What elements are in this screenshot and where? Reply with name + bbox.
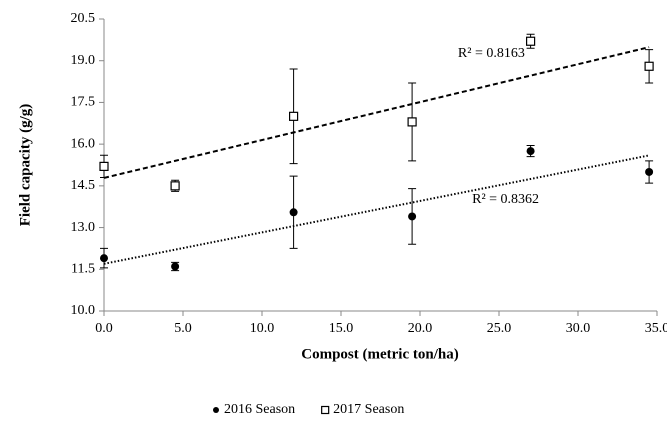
y-tick-label: 14.5 xyxy=(71,178,96,193)
legend-marker xyxy=(213,407,219,413)
x-tick-label: 0.0 xyxy=(95,321,113,336)
point xyxy=(170,181,180,191)
point xyxy=(289,208,298,217)
y-tick-label: 16.0 xyxy=(71,136,96,151)
x-tick-label: 5.0 xyxy=(174,321,192,336)
point xyxy=(526,147,535,156)
point xyxy=(99,161,109,171)
point xyxy=(644,61,654,71)
x-tick-label: 20.0 xyxy=(408,321,433,336)
annotation: R² = 0.8163 xyxy=(458,46,525,61)
trendline xyxy=(103,46,650,179)
point xyxy=(171,262,180,271)
x-tick-label: 25.0 xyxy=(487,321,512,336)
point xyxy=(407,117,417,127)
x-tick-label: 30.0 xyxy=(566,321,591,336)
point xyxy=(408,212,417,221)
x-tick-label: 10.0 xyxy=(250,321,275,336)
y-tick-label: 20.5 xyxy=(71,11,96,26)
x-tick-label: 15.0 xyxy=(329,321,354,336)
legend-label: 2016 Season xyxy=(224,402,295,417)
y-tick-label: 19.0 xyxy=(71,53,96,68)
x-tick-label: 35.0 xyxy=(645,321,667,336)
point xyxy=(289,111,299,121)
y-tick-label: 10.0 xyxy=(71,303,96,318)
legend-label: 2017 Season xyxy=(333,402,404,417)
annotation: R² = 0.8362 xyxy=(472,192,539,207)
legend-marker xyxy=(321,405,330,415)
y-axis-label: Field capacity (g/g) xyxy=(17,104,33,226)
y-tick-label: 17.5 xyxy=(71,95,96,110)
point xyxy=(645,167,654,176)
y-tick-label: 11.5 xyxy=(71,262,95,277)
x-axis-label: Compost (metric ton/ha) xyxy=(301,346,458,362)
y-tick-label: 13.0 xyxy=(71,220,96,235)
point xyxy=(100,254,108,263)
trendline xyxy=(103,154,650,265)
point xyxy=(525,36,536,46)
